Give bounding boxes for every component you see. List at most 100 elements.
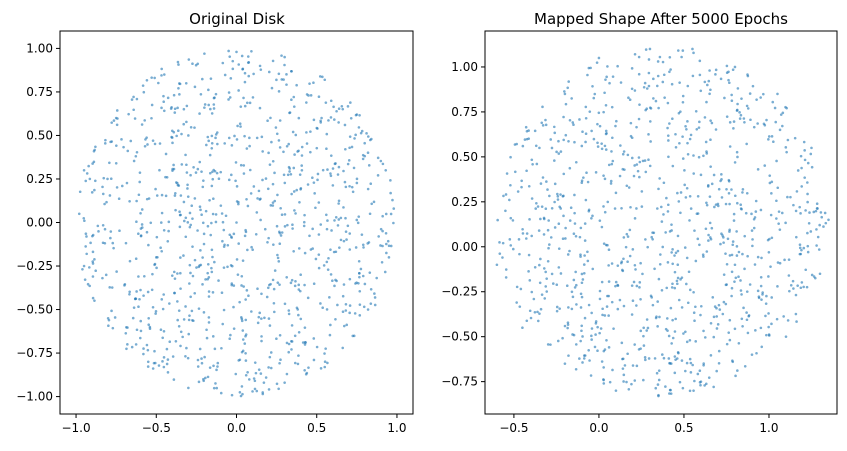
scatter-point: [139, 329, 143, 333]
scatter-point: [725, 64, 729, 68]
scatter-point: [709, 354, 713, 357]
scatter-point: [352, 334, 356, 338]
scatter-point: [254, 233, 258, 236]
scatter-point: [271, 159, 275, 163]
scatter-point: [116, 117, 119, 120]
scatter-point: [93, 188, 96, 192]
scatter-point: [673, 254, 676, 257]
scatter-point: [267, 366, 270, 369]
scatter-point: [295, 83, 298, 87]
scatter-point: [589, 374, 593, 377]
scatter-point: [160, 193, 164, 197]
scatter-point: [210, 266, 213, 270]
scatter-point: [275, 224, 279, 228]
scatter-point: [708, 92, 711, 96]
scatter-point: [599, 327, 603, 330]
scatter-point: [645, 87, 649, 90]
scatter-point: [741, 188, 745, 191]
scatter-point: [117, 197, 121, 201]
scatter-point: [277, 72, 281, 76]
scatter-point: [356, 221, 360, 225]
scatter-point: [638, 281, 642, 284]
scatter-point: [215, 131, 219, 134]
scatter-point: [582, 176, 585, 179]
scatter-point: [558, 205, 561, 209]
scatter-point: [695, 212, 699, 216]
scatter-point: [692, 172, 696, 175]
scatter-point: [591, 84, 594, 88]
scatter-point: [312, 358, 316, 362]
scatter-point: [685, 361, 689, 365]
scatter-point: [726, 237, 730, 241]
scatter-point: [151, 272, 154, 276]
scatter-point: [275, 337, 278, 341]
scatter-point: [108, 286, 112, 289]
scatter-point: [686, 152, 690, 156]
scatter-point: [294, 279, 297, 283]
scatter-point: [344, 216, 347, 220]
scatter-point: [561, 237, 565, 240]
scatter-point: [290, 98, 293, 101]
scatter-point: [808, 211, 811, 214]
scatter-point: [656, 207, 659, 210]
scatter-point: [722, 241, 725, 244]
scatter-point: [202, 232, 206, 236]
scatter-point: [734, 276, 738, 280]
scatter-point: [242, 164, 246, 167]
scatter-point: [317, 95, 321, 99]
scatter-point: [627, 186, 631, 189]
scatter-point: [592, 96, 596, 100]
scatter-point: [676, 234, 680, 238]
scatter-point: [745, 311, 748, 314]
scatter-point: [137, 275, 140, 278]
scatter-point: [113, 316, 117, 319]
scatter-point: [638, 103, 641, 106]
scatter-point: [216, 365, 219, 368]
scatter-point: [764, 302, 768, 305]
scatter-point: [271, 204, 275, 207]
scatter-point: [212, 197, 215, 200]
scatter-point: [546, 259, 550, 263]
scatter-point: [736, 87, 740, 90]
scatter-point: [796, 284, 799, 287]
scatter-point: [574, 160, 578, 164]
scatter-point: [656, 60, 660, 63]
scatter-point: [78, 190, 82, 194]
scatter-point: [139, 234, 143, 237]
scatter-point: [137, 232, 140, 236]
scatter-point: [722, 273, 726, 276]
scatter-point: [154, 187, 157, 191]
scatter-point: [372, 200, 376, 204]
scatter-point: [184, 235, 188, 239]
scatter-point: [219, 170, 223, 174]
scatter-point: [607, 264, 610, 267]
scatter-point: [361, 157, 365, 161]
scatter-point: [704, 227, 708, 231]
scatter-point: [311, 227, 314, 231]
scatter-point: [201, 185, 205, 189]
scatter-point: [584, 132, 588, 135]
scatter-point: [300, 145, 304, 149]
scatter-point: [579, 226, 583, 230]
scatter-point: [142, 90, 146, 94]
scatter-point: [205, 336, 209, 340]
scatter-point: [818, 223, 821, 227]
scatter-point: [337, 165, 341, 169]
scatter-point: [793, 136, 797, 140]
scatter-point: [201, 283, 204, 286]
scatter-point: [598, 331, 601, 335]
scatter-point: [332, 250, 336, 254]
scatter-point: [277, 139, 281, 142]
scatter-point: [222, 308, 226, 312]
scatter-point: [600, 225, 604, 229]
scatter-point: [706, 185, 710, 188]
scatter-point: [317, 266, 321, 270]
scatter-point: [250, 49, 253, 53]
scatter-point: [196, 229, 199, 232]
scatter-point: [707, 79, 711, 83]
scatter-point: [351, 190, 355, 194]
scatter-point: [623, 168, 626, 171]
scatter-point: [308, 234, 311, 238]
scatter-point: [160, 74, 163, 77]
scatter-point: [269, 116, 272, 120]
